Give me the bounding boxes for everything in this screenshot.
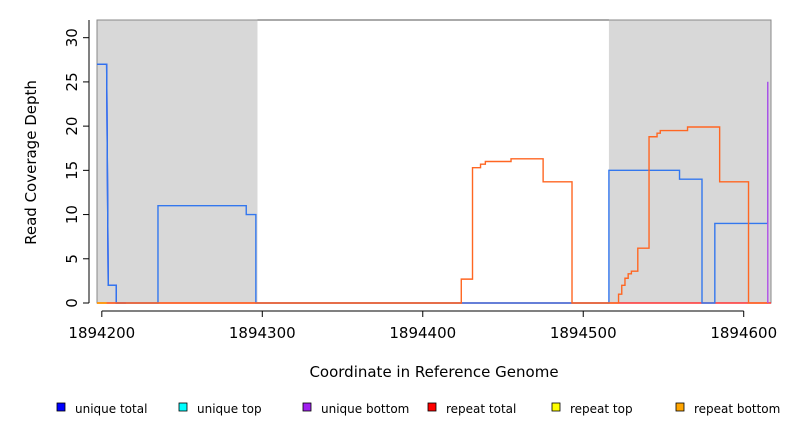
legend-label: repeat bottom (694, 402, 780, 416)
y-tick-label: 25 (63, 72, 81, 91)
x-tick-label: 1894500 (550, 324, 617, 342)
x-tick-label: 1894400 (389, 324, 456, 342)
legend-swatch (427, 402, 437, 412)
legend-item: unique top (178, 402, 262, 416)
y-tick-label: 20 (63, 117, 81, 136)
y-tick-label: 10 (63, 205, 81, 224)
y-tick-label: 5 (63, 254, 81, 264)
legend-label: repeat top (570, 402, 633, 416)
legend-item: repeat total (427, 402, 516, 416)
series-layer (97, 63, 771, 304)
legend-item: unique bottom (302, 402, 409, 416)
legend-item: repeat top (551, 402, 633, 416)
shaded-region-1 (608, 20, 771, 303)
legend-label: unique top (197, 402, 262, 416)
shaded-regions (97, 20, 771, 303)
legend-swatch (178, 402, 188, 412)
legend-swatch (551, 402, 561, 412)
legend: unique total unique top unique bottom repea… (56, 402, 780, 416)
x-tick-label: 1894200 (68, 324, 135, 342)
y-axis-title: Read Coverage Depth (22, 80, 40, 245)
legend-swatch (302, 402, 312, 412)
y-tick-label: 0 (63, 298, 81, 308)
shaded-region-0 (97, 20, 258, 303)
legend-swatch (675, 402, 685, 412)
x-tick-label: 1894600 (710, 324, 777, 342)
legend-label: unique bottom (321, 402, 409, 416)
legend-label: unique total (75, 402, 147, 416)
series-line-3 (97, 126, 768, 304)
legend-label: repeat total (446, 402, 516, 416)
axes: 0 5 10 15 20 25 30 1894200 1894300 1894400 1894500… (63, 19, 777, 342)
legend-swatch (56, 402, 66, 412)
legend-item: repeat bottom (675, 402, 780, 416)
x-axis-title: Coordinate in Reference Genome (309, 363, 558, 381)
legend-item: unique total (56, 402, 147, 416)
x-tick-label: 1894300 (229, 324, 296, 342)
y-tick-label: 30 (63, 28, 81, 47)
y-tick-label: 15 (63, 161, 81, 180)
